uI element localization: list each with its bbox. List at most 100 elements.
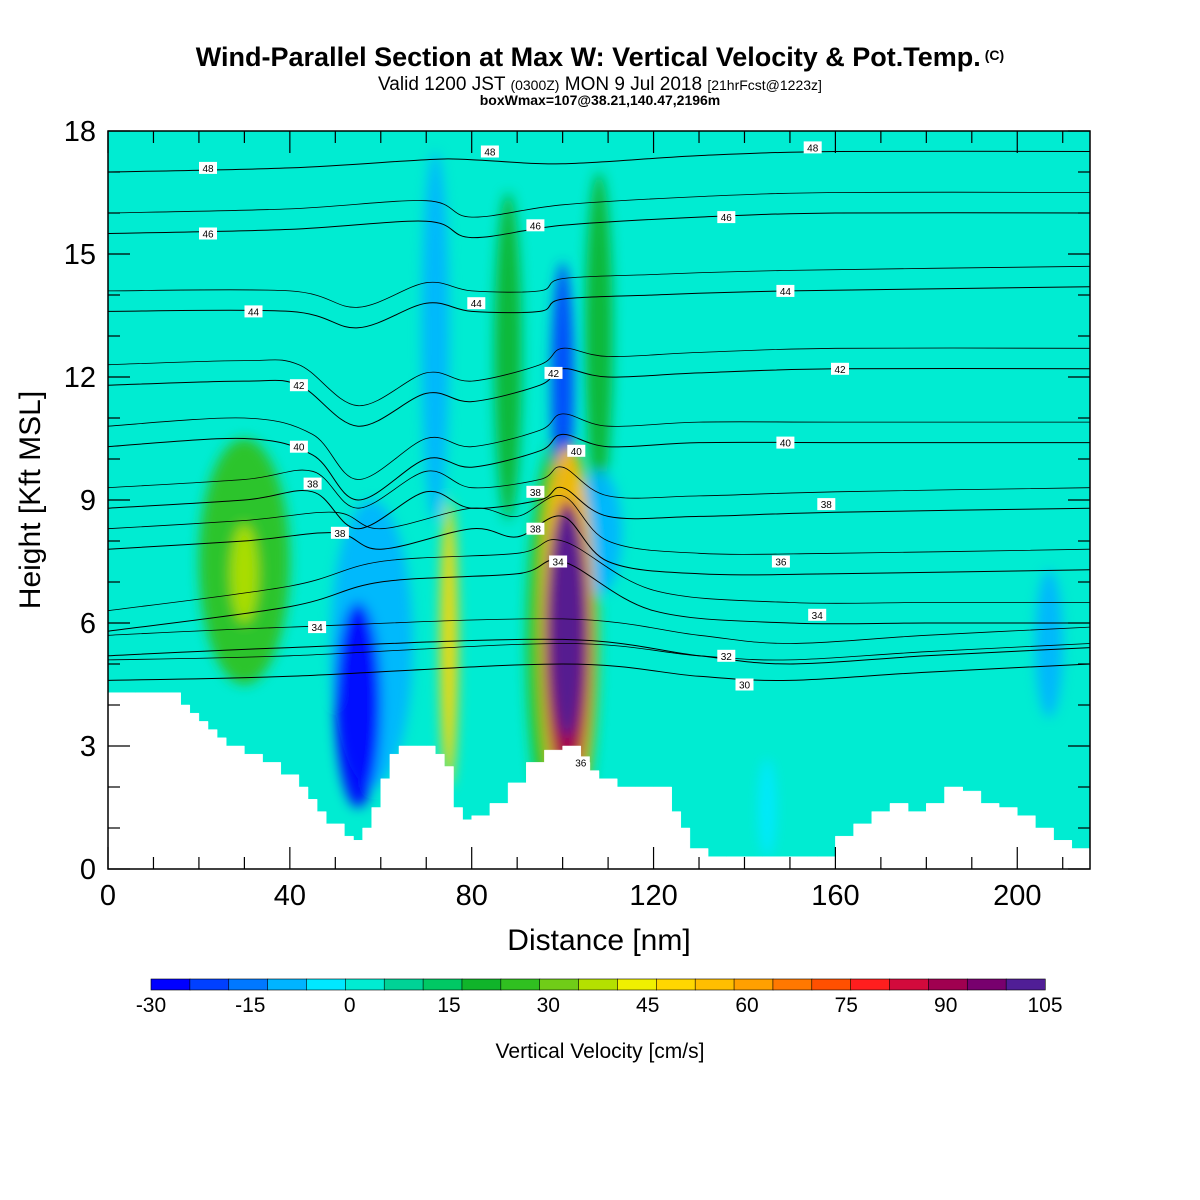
- colorbar-swatch: [306, 978, 346, 991]
- theta-label-bg: [808, 608, 827, 621]
- colorbar-swatch: [345, 978, 385, 991]
- valid-utc: (0300Z): [510, 77, 560, 93]
- colorbar-swatch: [189, 978, 230, 991]
- theta-label: 34: [808, 608, 827, 622]
- x-tick-label: 0: [100, 880, 116, 912]
- theta-label-bg: [717, 211, 736, 224]
- theta-label: 38: [817, 498, 836, 511]
- theta-contours: [108, 150, 1090, 682]
- theta-label-bg: [771, 555, 790, 568]
- theta-label-text: 34: [312, 623, 324, 634]
- colorbar-tick-label: -30: [136, 994, 166, 1017]
- colorbar-tick-label: 60: [735, 994, 758, 1017]
- colorbar-label: Vertical Velocity [cm/s]: [496, 1040, 705, 1063]
- colorbar-tick-label: 0: [344, 994, 356, 1017]
- theta-label-text: 40: [571, 447, 583, 458]
- theta-label-text: 38: [334, 529, 346, 540]
- colorbar: -30 -15 0 15 30 45 60 75 90 105: [136, 978, 1063, 1017]
- theta-label-text: 46: [530, 221, 542, 232]
- theta-label-text: 38: [530, 525, 542, 536]
- theta-label-text: 44: [471, 299, 483, 310]
- velocity-downdraft: [758, 758, 777, 857]
- theta-label-bg: [571, 756, 590, 769]
- colorbar-swatch: [733, 978, 774, 991]
- x-axis-label: Distance [nm]: [507, 924, 690, 957]
- colorbar-swatch: [228, 978, 269, 991]
- theta-label: 40: [776, 436, 795, 450]
- theta-label: 34: [549, 555, 568, 569]
- theta-label-text: 42: [834, 365, 846, 376]
- colorbar-swatch: [772, 978, 813, 991]
- theta-label: 40: [289, 440, 308, 454]
- theta-label-text: 44: [780, 287, 792, 298]
- chart-subtitle: Valid 1200 JST (0300Z) MON 9 Jul 2018 [2…: [0, 74, 1200, 96]
- y-tick-label: 15: [64, 239, 96, 271]
- theta-label-text: 38: [530, 488, 542, 499]
- theta-contour-minor: [108, 413, 1090, 480]
- theta-contour-minor: [108, 539, 1090, 612]
- colorbar-swatch: [928, 978, 968, 991]
- theta-label-bg: [831, 362, 849, 375]
- theta-label: 42: [544, 366, 563, 380]
- theta-label-bg: [303, 477, 322, 490]
- colorbar-swatch: [617, 978, 657, 991]
- y-tick-label: 18: [64, 116, 96, 148]
- theta-contour-38: [108, 486, 1090, 530]
- theta-label: 44: [244, 305, 263, 318]
- theta-contour-minor: [108, 643, 1090, 661]
- theta-label: 34: [308, 621, 327, 634]
- theta-label: 36: [571, 756, 590, 769]
- y-tick-label: 9: [80, 485, 96, 517]
- theta-label-text: 46: [721, 213, 733, 224]
- velocity-updraft: [439, 500, 459, 787]
- theta-label-bg: [526, 219, 545, 232]
- y-tick-label: 6: [80, 608, 96, 640]
- theta-label-text: 48: [807, 143, 819, 154]
- velocity-blobs: [198, 151, 1063, 857]
- colorbar-tick-label: 90: [934, 994, 957, 1017]
- velocity-updraft: [230, 524, 259, 623]
- y-tick-label: 12: [64, 362, 96, 394]
- theta-label-bg: [244, 305, 263, 318]
- colorbar-swatch: [150, 978, 191, 991]
- theta-label-text: 36: [775, 558, 787, 569]
- valid-date: MON 9 Jul 2018: [564, 74, 703, 95]
- x-tick-label: 40: [274, 880, 306, 912]
- colorbar-swatch: [694, 978, 735, 991]
- theta-label-text: 34: [812, 611, 824, 622]
- theta-contour-minor: [108, 618, 1090, 644]
- y-tick-label: 3: [80, 731, 96, 763]
- theta-label: 38: [330, 526, 349, 540]
- theta-label-bg: [735, 678, 754, 691]
- theta-label: 30: [735, 678, 754, 692]
- theta-label-bg: [803, 141, 822, 154]
- theta-label: 42: [289, 379, 308, 392]
- colorbar-tick-label: 105: [1027, 994, 1062, 1017]
- colorbar-swatch: [811, 978, 852, 991]
- theta-contour-minor: [108, 466, 1090, 509]
- theta-label-bg: [817, 498, 836, 511]
- theta-label: 38: [526, 522, 545, 536]
- colorbar-swatch: [850, 978, 891, 991]
- theta-label-text: 30: [739, 681, 751, 692]
- colorbar-tick-label: 45: [636, 994, 659, 1017]
- theta-label-bg: [717, 649, 736, 662]
- vertical-velocity-field: [198, 151, 1063, 857]
- theta-label-bg: [308, 621, 327, 634]
- theta-label-text: 46: [202, 230, 214, 241]
- colorbar-swatch: [267, 978, 308, 991]
- velocity-downdraft: [421, 151, 449, 521]
- y-axis-label: Height [Kft MSL]: [14, 391, 47, 609]
- x-tick-label: 160: [811, 880, 859, 912]
- theta-label-bg: [330, 526, 349, 539]
- colorbar-swatch: [422, 978, 463, 991]
- theta-label-text: 38: [307, 480, 319, 491]
- theta-label: 42: [831, 362, 849, 376]
- theta-label-bg: [289, 440, 308, 453]
- theta-label: 46: [717, 211, 736, 224]
- colorbar-swatch: [461, 978, 502, 991]
- theta-labels: 30 32 34 34 34 36 36 38 38 38 38 38 40 40 40 42 42 42 44 44…: [199, 141, 849, 769]
- x-tick-label: 80: [456, 880, 488, 912]
- theta-label: 44: [776, 284, 795, 298]
